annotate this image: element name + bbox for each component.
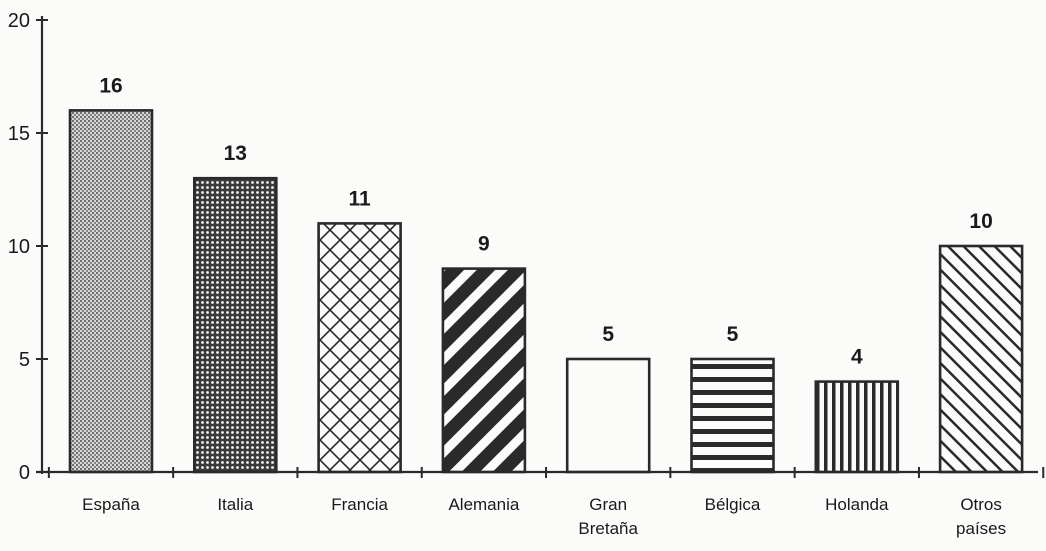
data-label: 10 bbox=[969, 210, 992, 233]
x-tick-label: Gran bbox=[589, 495, 627, 514]
y-tick-label: 20 bbox=[8, 10, 30, 32]
bar bbox=[68, 109, 154, 474]
x-tick-label: Bélgica bbox=[705, 495, 761, 514]
bars-group bbox=[68, 109, 1024, 474]
bar bbox=[317, 222, 402, 474]
data-label: 5 bbox=[727, 323, 739, 346]
axes-group: 0 5 10 15 20 bbox=[8, 10, 1045, 484]
y-tick-label: 10 bbox=[8, 236, 30, 258]
x-tick-label: Holanda bbox=[825, 495, 889, 514]
x-tick-label: Bretaña bbox=[578, 519, 638, 538]
bar bbox=[814, 380, 900, 474]
bar bbox=[193, 176, 278, 474]
data-label: 4 bbox=[851, 346, 863, 369]
bar bbox=[441, 267, 527, 474]
bar bbox=[690, 357, 775, 474]
data-label: 5 bbox=[602, 323, 614, 346]
y-tick-label: 15 bbox=[8, 123, 30, 145]
x-tick-label: España bbox=[82, 495, 140, 514]
y-tick-label: 0 bbox=[19, 462, 30, 484]
labels-group: 16 España 13 Italia 11 Francia 9 Alemania 5 Gran B… bbox=[82, 74, 1006, 538]
x-tick-label: países bbox=[956, 519, 1006, 538]
data-label: 16 bbox=[99, 74, 122, 97]
bar bbox=[565, 357, 651, 474]
y-tick-label: 5 bbox=[19, 349, 30, 371]
x-tick-label: Francia bbox=[331, 495, 388, 514]
bar bbox=[938, 244, 1024, 474]
data-label: 9 bbox=[478, 233, 490, 256]
x-tick-label: Alemania bbox=[448, 495, 519, 514]
x-tick-label: Otros bbox=[960, 495, 1002, 514]
data-label: 13 bbox=[224, 142, 247, 165]
data-label: 11 bbox=[348, 187, 371, 210]
x-tick-label: Italia bbox=[217, 495, 253, 514]
